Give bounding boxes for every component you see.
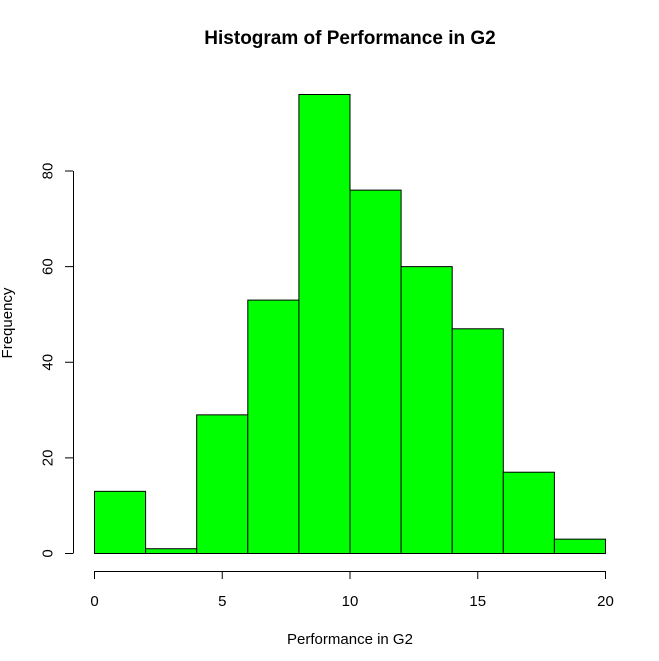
y-tick-label: 40	[40, 354, 57, 371]
x-tick-label: 20	[597, 593, 614, 610]
histogram-bar-5	[298, 94, 351, 554]
x-tick-label: 10	[342, 593, 359, 610]
histogram-bar-3	[196, 414, 249, 554]
bars-group	[94, 94, 607, 554]
y-axis-label: Frequency	[0, 287, 16, 358]
y-axis: 0 20 40 60 80	[40, 163, 74, 558]
x-tick-label: 5	[218, 593, 226, 610]
x-tick-label: 0	[90, 593, 98, 610]
histogram-bar-1	[94, 490, 147, 554]
histogram-bar-9	[502, 471, 555, 554]
x-axis-label: Performance in G2	[287, 631, 413, 648]
x-axis: 0 5 10 15 20	[90, 571, 614, 610]
histogram-bar-8	[451, 328, 504, 554]
y-tick-label: 20	[40, 450, 57, 467]
histogram-bar-7	[400, 266, 453, 554]
histogram-bar-10	[553, 538, 607, 554]
histogram-bar-2	[145, 548, 198, 554]
y-tick-label: 60	[40, 258, 57, 275]
chart-title: Histogram of Performance in G2	[204, 28, 495, 49]
y-tick-label: 0	[40, 549, 57, 557]
histogram-bar-6	[349, 189, 402, 554]
y-tick-label: 80	[40, 163, 57, 180]
x-tick-label: 15	[469, 593, 486, 610]
histogram-bar-4	[247, 299, 300, 554]
